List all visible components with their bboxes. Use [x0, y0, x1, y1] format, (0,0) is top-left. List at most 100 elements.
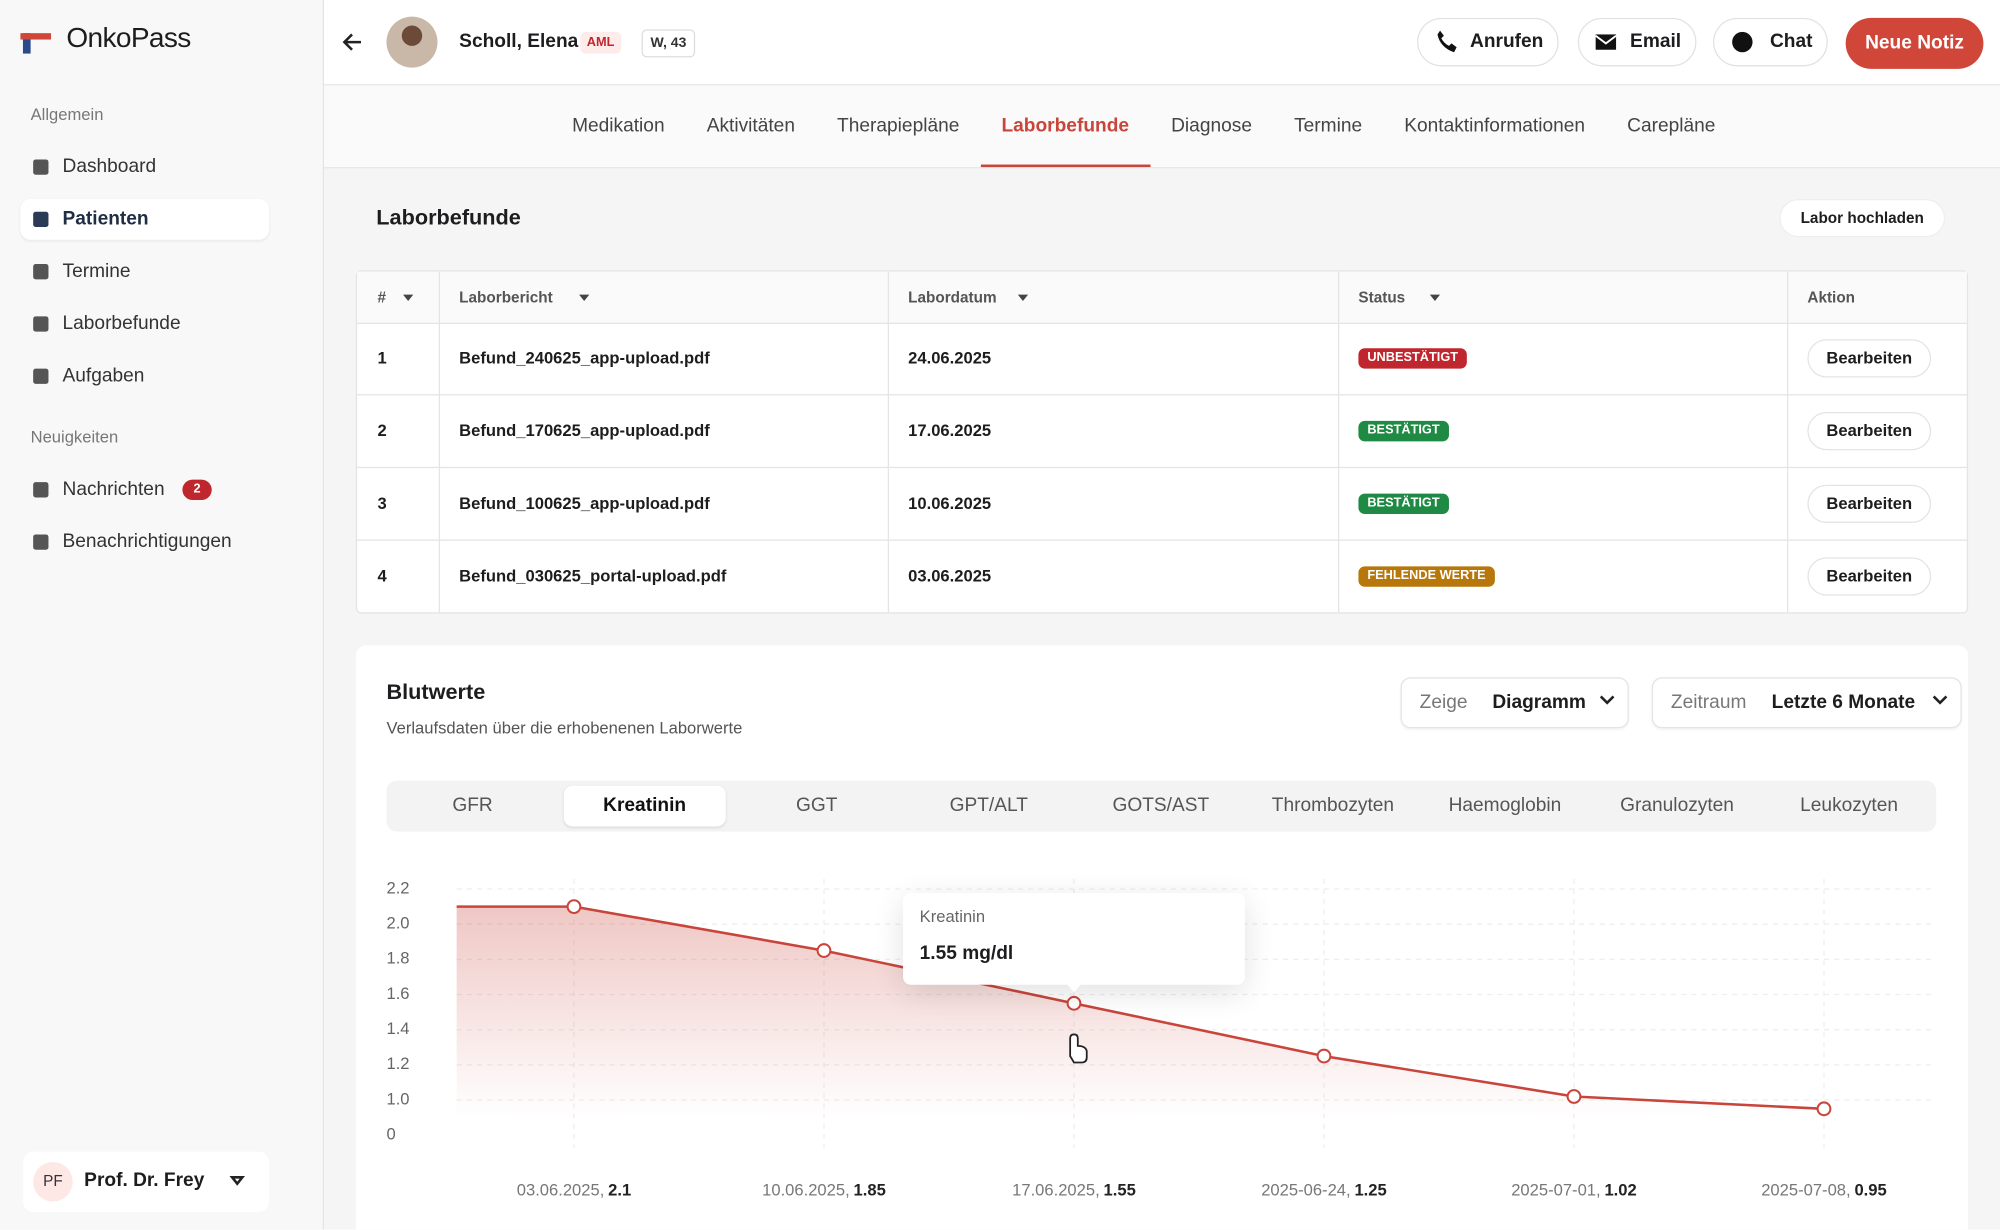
nav-item[interactable]: Nachrichten: [62, 478, 165, 500]
x-date: 2025-07-08,: [1761, 1181, 1850, 1200]
tab[interactable]: Carepläne: [1627, 114, 1716, 137]
badge: 2: [182, 479, 212, 500]
column-header: Labordatum: [908, 288, 997, 307]
nav-icon: [33, 316, 49, 332]
row-divider: [357, 466, 1967, 469]
tab[interactable]: Diagnose: [1171, 114, 1252, 137]
point: [1316, 1048, 1332, 1064]
nav-item[interactable]: Dashboard: [62, 155, 157, 178]
tab[interactable]: Aktivitäten: [706, 114, 795, 137]
tab[interactable]: Therapiepläne: [837, 114, 960, 137]
y-break-label: 0: [386, 1125, 395, 1144]
y-tick-label: 2.2: [386, 878, 409, 897]
y-tick-label: 1.8: [386, 949, 409, 968]
file-name: Befund_100625_app-upload.pdf: [459, 493, 710, 513]
nav-item[interactable]: Benachrichtigungen: [62, 530, 232, 553]
column-divider: [887, 271, 890, 613]
tab[interactable]: Termine: [1294, 114, 1363, 137]
x-value: 1.25: [1354, 1181, 1386, 1200]
x-tick-label: 2025-06-24, 1.25: [1261, 1181, 1387, 1200]
nav-icon: [33, 159, 49, 175]
x-date: 03.06.2025,: [517, 1181, 605, 1200]
action-button[interactable]: [1577, 17, 1697, 67]
tab[interactable]: Laborbefunde: [980, 85, 1151, 168]
x-tick-label: 03.06.2025, 2.1: [517, 1181, 631, 1200]
point: [566, 899, 582, 915]
column-header: Laborbericht: [459, 288, 553, 307]
action-label: Anrufen: [1470, 30, 1544, 53]
lab-date: 24.06.2025: [908, 348, 992, 368]
point: [1566, 1089, 1582, 1104]
file-name: Befund_170625_app-upload.pdf: [459, 420, 710, 441]
column-header: Aktion: [1807, 288, 1856, 307]
column-header: #: [377, 288, 387, 307]
point: [816, 943, 832, 958]
status-badge: BESTÄTIGT: [1358, 493, 1449, 515]
row-number: 1: [377, 348, 387, 368]
active-item-bg: [20, 198, 270, 240]
column-divider: [1338, 271, 1340, 613]
y-tick-label: 1.0: [386, 1089, 409, 1108]
x-tick-label: 2025-07-01, 1.02: [1511, 1181, 1637, 1200]
status-badge: FEHLENDE WERTE: [1358, 566, 1495, 587]
sort-caret[interactable]: [579, 294, 590, 306]
nav-item[interactable]: Patienten: [62, 207, 149, 230]
sort-caret[interactable]: [1429, 294, 1441, 306]
user-name: Prof. Dr. Frey: [84, 1169, 205, 1192]
action-label: Chat: [1769, 30, 1813, 53]
sort-caret[interactable]: [403, 294, 414, 306]
x-tick-label: 2025-07-08, 0.95: [1761, 1181, 1887, 1200]
patient-name: Scholl, Elena: [459, 30, 579, 53]
x-tick-label: 17.06.2025, 1.55: [1012, 1181, 1136, 1200]
tabs: Medikation Aktivitäten Therapiepläne Laborb…: [551, 85, 1736, 168]
x-value: 1.55: [1104, 1181, 1136, 1200]
edit-button[interactable]: Bearbeiten: [1807, 411, 1932, 451]
action-label: Email: [1630, 30, 1682, 53]
status-badge: UNBESTÄTIGT: [1358, 348, 1467, 369]
y-tick-label: 1.6: [386, 984, 409, 1003]
edit-button[interactable]: Bearbeiten: [1807, 339, 1932, 378]
section-title: Allgemein: [30, 104, 104, 124]
point: [1816, 1101, 1832, 1117]
upload-button[interactable]: Labor hochladen: [1779, 198, 1946, 238]
lab-date: 17.06.2025: [908, 420, 992, 441]
nav-icon: [33, 482, 49, 498]
tooltip-value: 1.55 mg/dl: [919, 942, 1014, 965]
x-date: 10.06.2025,: [762, 1181, 850, 1200]
lab-date: 10.06.2025: [908, 493, 992, 513]
row-divider: [357, 394, 1967, 396]
y-tick-label: 2.0: [386, 914, 409, 933]
primary-button[interactable]: Neue Notiz: [1845, 17, 1984, 69]
nav-item[interactable]: Laborbefunde: [62, 312, 181, 335]
status-badge: BESTÄTIGT: [1358, 420, 1449, 442]
file-name: Befund_030625_portal-upload.pdf: [459, 566, 727, 586]
column-divider: [1786, 271, 1789, 613]
file-name: Befund_240625_app-upload.pdf: [459, 348, 710, 368]
nav-item[interactable]: Termine: [62, 260, 131, 282]
sort-caret[interactable]: [1017, 294, 1029, 306]
nav-item[interactable]: Aufgaben: [62, 364, 145, 387]
row-number: 2: [377, 420, 387, 441]
tag: AML: [580, 31, 621, 54]
tooltip-caret: [1065, 982, 1083, 1001]
tab[interactable]: Medikation: [572, 114, 665, 137]
y-tick-label: 1.2: [386, 1054, 409, 1073]
lab-date: 03.06.2025: [908, 566, 992, 586]
tab[interactable]: Kontaktinformationen: [1404, 114, 1586, 137]
tag: W, 43: [641, 29, 696, 58]
lab-table: # Laborbericht Labordatum Status Aktion 1 Befu…: [355, 270, 1969, 614]
section-title: Neuigkeiten: [30, 427, 119, 447]
edit-button[interactable]: Bearbeiten: [1807, 484, 1932, 523]
nav-icon: [33, 534, 49, 550]
row-number: 4: [377, 566, 387, 586]
column-divider: [438, 271, 441, 613]
nav-icon: [33, 368, 49, 384]
tab-bar: [323, 85, 2000, 169]
brand: OnkoPass: [66, 21, 191, 54]
x-value: 1.85: [854, 1181, 886, 1200]
nav-icon: [33, 211, 49, 228]
x-value: 1.02: [1604, 1181, 1636, 1200]
edit-button[interactable]: Bearbeiten: [1807, 557, 1932, 596]
